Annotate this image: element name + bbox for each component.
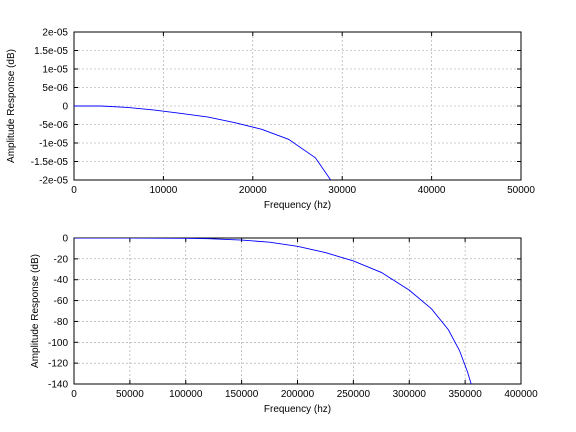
chart-top-y-tick-label: -2e-05 [39,176,68,187]
chart-bottom-x-tick-label: 0 [71,389,77,400]
chart-bottom-y-axis-label: Amplitude Response (dB) [30,254,41,368]
chart-top-x-axis-label: Frequency (hz) [264,200,331,211]
chart-top-y-tick-label: 0 [62,102,68,113]
chart-top-y-tick-label: -1.5e-05 [31,157,69,168]
chart-bottom-x-tick-label: 350000 [448,389,482,400]
chart-bottom-x-tick-label: 200000 [281,389,315,400]
chart-bottom-x-tick-label: 150000 [225,389,259,400]
chart-bottom-x-tick-label: 50000 [116,389,144,400]
chart-top-y-tick-label: -1e-05 [39,139,68,150]
chart-bottom-y-tick-label: -120 [48,359,68,370]
chart-top-x-tick-label: 0 [71,185,77,196]
chart-bottom-x-tick-label: 100000 [169,389,203,400]
chart-top-x-tick-label: 30000 [328,185,356,196]
chart-top-y-tick-label: 1e-05 [42,65,68,76]
chart-top-x-tick-label: 20000 [239,185,267,196]
chart-top: 0 10000 20000 30000 40000 50000 -2e-05 -1.5e-05… [6,28,535,212]
chart-bottom-x-tick-label: 250000 [337,389,371,400]
chart-bottom-y-tick-label: -40 [54,275,69,286]
chart-bottom-y-tick-label: 0 [62,234,68,245]
chart-bottom-y-tick-label: -20 [54,254,69,265]
chart-bottom-y-tick-label: -80 [54,317,69,328]
chart-bottom-x-tick-label: 300000 [393,389,427,400]
chart-bottom-y-tick-label: -100 [48,338,68,349]
chart-top-y-tick-label: -5e-06 [39,120,68,131]
chart-bottom-x-tick-label: 400000 [504,389,538,400]
chart-top-x-tick-label: 10000 [149,185,177,196]
chart-bottom-y-tick-label: -60 [54,296,69,307]
chart-top-y-tick-label: 5e-06 [42,83,68,94]
chart-top-y-axis-label: Amplitude Response (dB) [6,49,17,163]
chart-top-x-tick-label: 40000 [418,185,446,196]
chart-top-y-tick-label: 1.5e-05 [34,46,68,57]
chart-top-x-tick-label: 50000 [507,185,535,196]
chart-bottom-x-axis-label: Frequency (hz) [264,404,331,415]
chart-top-plot-frame [73,31,522,181]
chart-bottom-series-line [74,238,472,384]
chart-bottom-y-tick-label: -140 [48,380,68,391]
chart-top-series-line [74,105,332,180]
chart-bottom: 0 50000 100000 150000 200000 250000 300000 3500… [30,234,538,416]
chart-top-y-tick-label: 2e-05 [42,28,68,39]
